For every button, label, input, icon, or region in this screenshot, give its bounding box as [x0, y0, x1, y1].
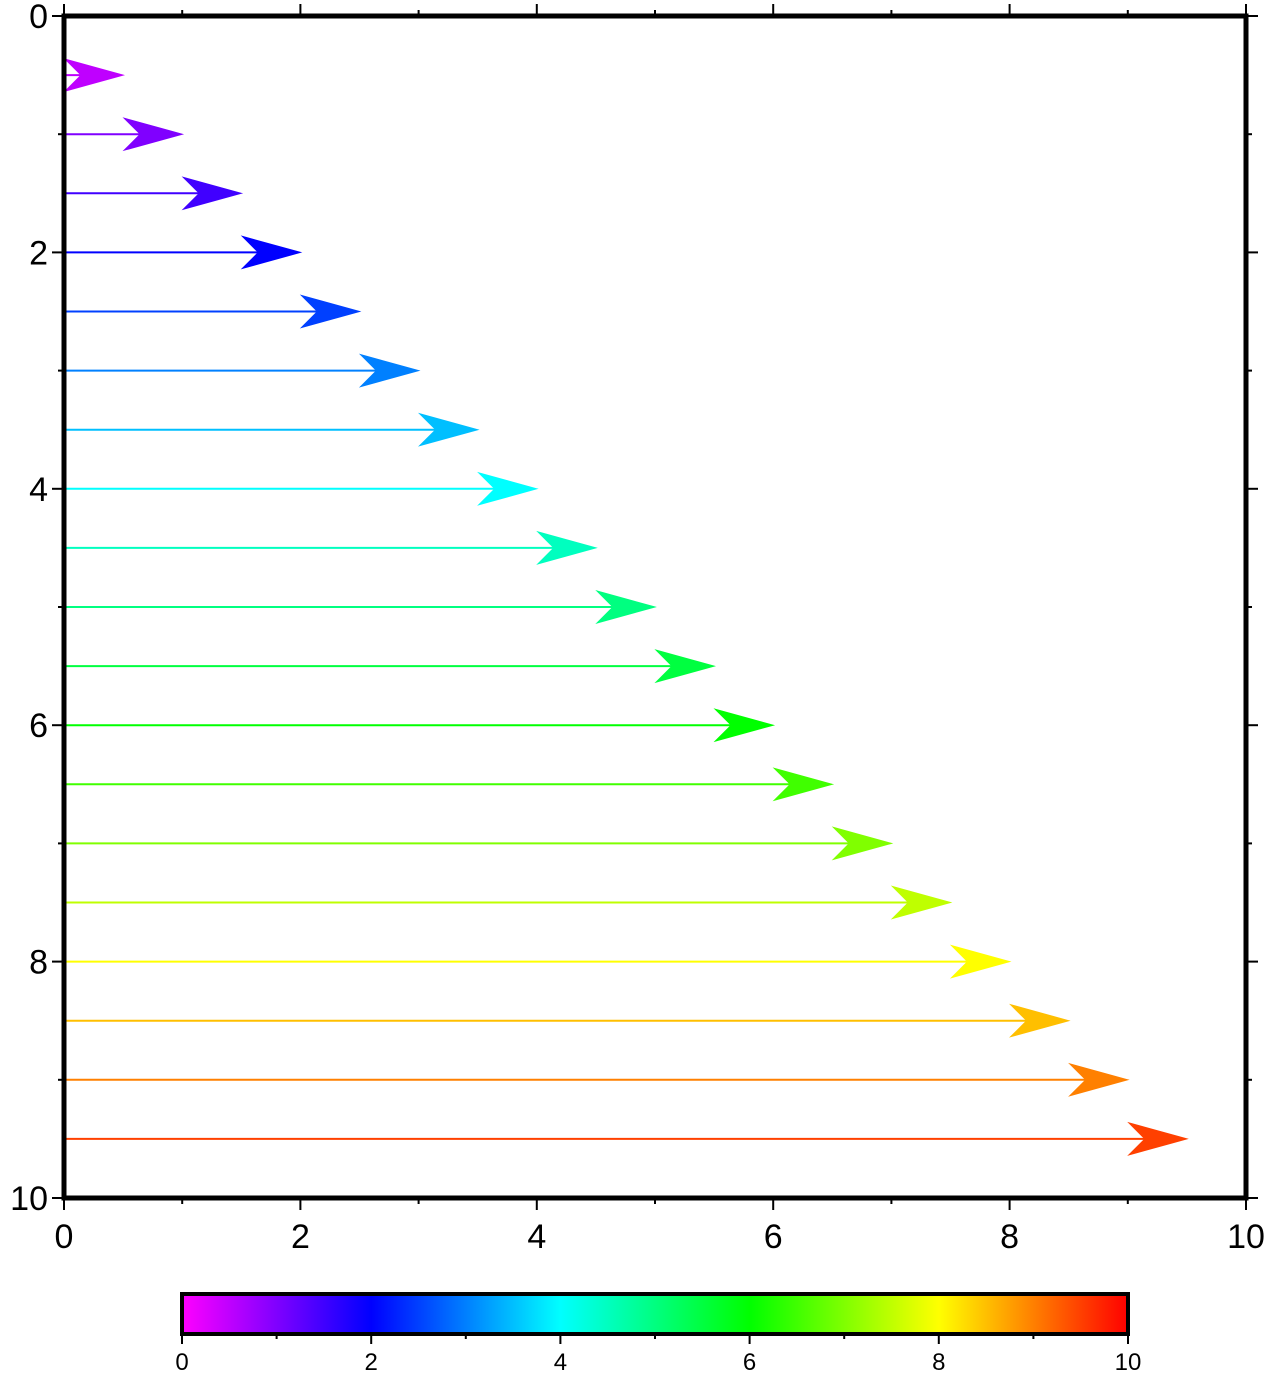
arrow-5 [64, 294, 362, 329]
arrow-2 [64, 117, 185, 152]
arrow-15 [64, 885, 953, 920]
colorbar-tick-label: 10 [1115, 1349, 1142, 1373]
arrow-18 [64, 1062, 1130, 1097]
arrow-head [418, 412, 480, 447]
arrow-7 [64, 412, 480, 447]
arrow-head [122, 117, 185, 152]
colorbar: 0 2 4 6 8 10 [175, 1292, 1142, 1376]
x-tick-label: 2 [291, 1218, 310, 1256]
arrow-1 [63, 58, 125, 93]
colorbar-tick-label: 8 [932, 1349, 945, 1373]
arrow-head [654, 649, 716, 684]
arrow-head [890, 885, 953, 920]
x-tick-label: 6 [764, 1218, 783, 1256]
arrow-9 [64, 530, 598, 565]
arrow-12 [64, 708, 776, 743]
x-tick-label: 8 [1000, 1218, 1019, 1256]
arrow-10 [64, 590, 657, 624]
colorbar-tick-label: 0 [175, 1349, 188, 1373]
arrow-head [240, 235, 303, 270]
arrow-8 [64, 471, 539, 506]
arrow-head [63, 58, 125, 93]
arrow-head [831, 826, 894, 861]
arrow-head [181, 176, 244, 211]
arrow-11 [64, 649, 716, 684]
y-tick-label: 10 [10, 1180, 48, 1218]
y-tick-label: 8 [29, 944, 48, 982]
colorbar-gradient [182, 1294, 1128, 1334]
arrow-head [1009, 1003, 1071, 1038]
arrows-layer [63, 58, 1189, 1156]
arrow-head [772, 767, 835, 802]
y-tick-label: 6 [29, 707, 48, 745]
arrow-17 [64, 1003, 1071, 1038]
y-tick-label: 0 [29, 0, 48, 36]
arrow-4 [64, 235, 303, 270]
arrow-3 [64, 176, 244, 211]
colorbar-tick-label: 4 [554, 1349, 567, 1373]
arrow-head [949, 944, 1012, 979]
arrow-6 [64, 353, 421, 388]
arrow-head [1127, 1121, 1189, 1156]
arrow-head [299, 294, 362, 329]
arrow-head [477, 471, 539, 506]
colorbar-tick-label: 2 [365, 1349, 378, 1373]
x-tick-label: 0 [55, 1218, 74, 1256]
x-tick-label: 10 [1227, 1218, 1265, 1256]
x-tick-label: 4 [527, 1218, 546, 1256]
arrow-head [713, 708, 776, 743]
arrow-head [358, 353, 421, 388]
arrow-head [595, 590, 657, 624]
arrow-19 [64, 1121, 1189, 1156]
arrow-head [536, 530, 598, 565]
colorbar-tick-label: 6 [743, 1349, 756, 1373]
arrow-13 [64, 767, 835, 802]
arrow-14 [64, 826, 894, 861]
y-tick-label: 2 [29, 234, 48, 272]
arrow-16 [64, 944, 1012, 979]
y-tick-label: 4 [29, 471, 48, 509]
arrow-head [1068, 1062, 1130, 1097]
